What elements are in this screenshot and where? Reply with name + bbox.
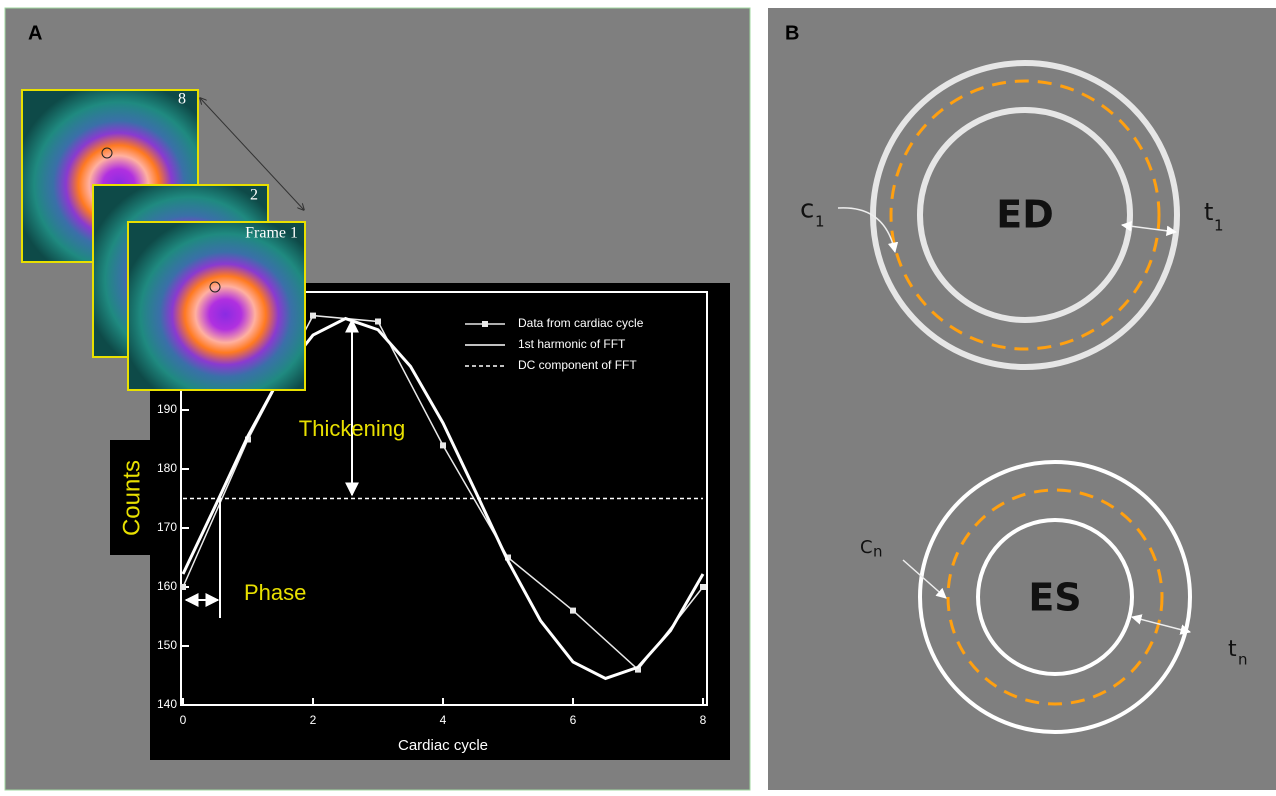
frame-label: 2	[250, 187, 258, 204]
data-point	[700, 584, 706, 590]
t-label: t	[1228, 637, 1237, 662]
x-tick-label: 8	[700, 713, 707, 727]
y-tick-label: 190	[157, 402, 177, 416]
x-tick-label: 2	[310, 713, 317, 727]
annotation: Thickening	[299, 416, 405, 441]
data-point	[180, 584, 186, 590]
t-subscript: n	[1238, 651, 1248, 669]
y-tick-label: 170	[157, 520, 177, 534]
c-subscript: 1	[815, 213, 825, 231]
legend-label: Data from cardiac cycle	[518, 316, 644, 330]
data-point	[375, 319, 381, 325]
y-tick-label: 180	[157, 461, 177, 475]
frame-label: Frame 1	[245, 225, 298, 242]
data-point	[570, 608, 576, 614]
t-label: t	[1204, 198, 1213, 226]
frame-image	[128, 222, 305, 390]
y-tick-label: 140	[157, 697, 177, 711]
c-subscript: n	[873, 543, 883, 561]
data-point	[440, 442, 446, 448]
c-label: C	[860, 537, 873, 558]
annotation: Phase	[244, 580, 306, 605]
c-label: c	[800, 195, 814, 225]
x-axis-label: Cardiac cycle	[398, 737, 488, 754]
data-point	[310, 313, 316, 319]
frame-label: 8	[178, 91, 186, 108]
figure: A B 140 150 160 170 180 190 0 2 4 6 8 Cardiac cycle…	[0, 0, 1276, 791]
es-label: ES	[1028, 576, 1081, 620]
t-subscript: 1	[1214, 217, 1224, 235]
legend-label: 1st harmonic of FFT	[518, 337, 626, 351]
y-tick-label: 150	[157, 638, 177, 652]
panel-b	[768, 8, 1276, 790]
panel-label: A	[28, 22, 42, 44]
y-axis-label: Counts	[118, 460, 145, 536]
legend-marker	[482, 321, 488, 327]
panel-label: B	[785, 22, 799, 44]
legend-label: DC component of FFT	[518, 358, 637, 372]
y-tick-label: 160	[157, 579, 177, 593]
ed-label: ED	[996, 193, 1054, 237]
x-tick-label: 0	[180, 713, 187, 727]
x-tick-label: 4	[440, 713, 447, 727]
x-tick-label: 6	[570, 713, 577, 727]
